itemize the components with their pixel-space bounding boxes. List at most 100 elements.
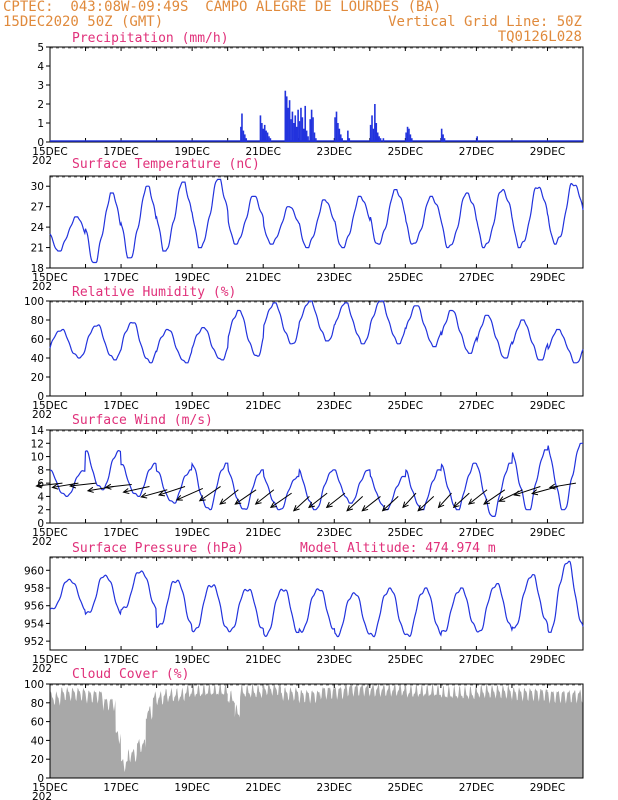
precip-bar [313, 132, 316, 142]
wind-arrow-head [498, 496, 506, 502]
wind-arrow [36, 482, 63, 487]
wind-arrow [158, 485, 186, 496]
header: CPTEC: 043:08W-09:49S CAMPO ALEGRE DE LO… [0, 0, 618, 46]
precip-bar [268, 136, 270, 142]
wind-arrow-head [483, 498, 491, 505]
panel-precip: Precipitation (mm/h) 0 1 2 3 4 5 15DEC 17DEC 19DE… [32, 31, 584, 167]
wind-arrow [235, 489, 257, 505]
wind-arrow-head [157, 490, 166, 497]
year-stub: 202 [32, 281, 52, 293]
wind-arrow [453, 492, 470, 508]
y-tick-label: 24 [31, 222, 45, 234]
panel-title: Relative Humidity (%) [72, 285, 236, 300]
wind-arrow [308, 492, 328, 508]
precip-bar [259, 115, 262, 142]
precip-bar [372, 128, 375, 142]
pres-series-line [49, 560, 584, 638]
wind-arrow [498, 489, 523, 502]
precip-bar [315, 138, 317, 142]
wind-arrow-head [361, 505, 369, 512]
x-tick-label: 19DEC [174, 527, 209, 539]
precip-bar [242, 130, 245, 142]
x-tick-label: 27DEC [459, 527, 494, 539]
y-tick-label: 958 [24, 583, 44, 595]
precip-bar [338, 128, 341, 142]
y-tick-label: 100 [24, 679, 44, 691]
x-tick-label: 15DEC [32, 782, 67, 794]
wind-arrow-head [452, 501, 460, 509]
x-tick-label: 15DEC [32, 527, 67, 539]
y-tick-label: 1 [37, 118, 44, 130]
y-tick-label: 40 [31, 735, 44, 747]
x-tick-label: 25DEC [388, 654, 423, 666]
precip-bar [335, 111, 338, 142]
wind-arrow [176, 487, 203, 501]
wind-arrow-head [548, 483, 556, 490]
wind-arrow-head [198, 495, 206, 502]
y-tick-label: 960 [24, 565, 44, 577]
wind-arrow-head [104, 483, 112, 490]
year-stub: 202 [32, 155, 52, 167]
precip-bar [290, 119, 292, 142]
temp-series-line [49, 178, 584, 264]
precip-bar [409, 134, 412, 142]
precip-bar [298, 121, 301, 142]
precip-bar [300, 107, 302, 142]
wind-arrow-head [122, 488, 130, 495]
x-tick-label: 21DEC [245, 146, 280, 158]
x-tick-label: 25DEC [388, 527, 423, 539]
cloud-area [50, 684, 583, 778]
panel-title: Precipitation (mm/h) [72, 31, 229, 46]
precip-bar [302, 128, 305, 142]
precip-bar [339, 134, 342, 142]
wind-arrow-head [69, 482, 77, 489]
y-tick-label: 956 [24, 601, 44, 613]
y-tick-label: 10 [31, 452, 44, 464]
precip-bar [310, 109, 313, 142]
x-tick-label: 29DEC [530, 782, 565, 794]
precip-bar [284, 90, 287, 142]
y-tick-label: 0 [37, 518, 44, 530]
precip-bar [305, 130, 308, 142]
wind-arrow [123, 485, 150, 493]
y-tick-label: 20 [31, 754, 44, 766]
model-altitude-label: Model Altitude: 474.974 m [300, 541, 496, 556]
precip-bar [304, 105, 307, 142]
precip-bar [297, 109, 299, 142]
x-tick-label: 25DEC [388, 400, 423, 412]
panel-frame [49, 46, 584, 143]
precip-bar [261, 123, 263, 142]
y-tick-label: 954 [24, 618, 44, 630]
y-tick-label: 4 [37, 61, 44, 73]
precip-bar [442, 134, 444, 142]
x-tick-label: 21DEC [245, 654, 280, 666]
wind-arrow [483, 489, 506, 505]
wind-arrow [514, 485, 541, 496]
x-tick-label: 19DEC [174, 654, 209, 666]
x-tick-label: 19DEC [174, 400, 209, 412]
x-tick-label: 21DEC [245, 400, 280, 412]
year-stub: 202 [32, 663, 52, 675]
x-tick-label: 17DEC [103, 400, 138, 412]
precip-bar [241, 113, 243, 142]
wind-arrow [199, 486, 221, 502]
panel-rh: Relative Humidity (%) 0 20 40 60 80 100 15DEC 17… [24, 285, 584, 421]
wind-arrow-head [531, 489, 539, 496]
y-tick-label: 12 [31, 438, 44, 450]
x-tick-label: 27DEC [459, 400, 494, 412]
precip-bar [288, 100, 291, 142]
wind-arrow [382, 496, 399, 512]
x-tick-label: 21DEC [245, 272, 280, 284]
precip-bar [301, 117, 304, 142]
wind-arrow [70, 482, 97, 487]
wind-arrow-head [51, 483, 59, 490]
x-tick-label: 29DEC [530, 527, 565, 539]
precip-bar [245, 138, 248, 142]
y-tick-label: 60 [31, 717, 44, 729]
wind-arrow [468, 489, 488, 505]
x-tick-label: 29DEC [530, 400, 565, 412]
wind-arrow [326, 492, 346, 508]
y-tick-label: 100 [24, 296, 44, 308]
x-tick-label: 19DEC [174, 146, 209, 158]
